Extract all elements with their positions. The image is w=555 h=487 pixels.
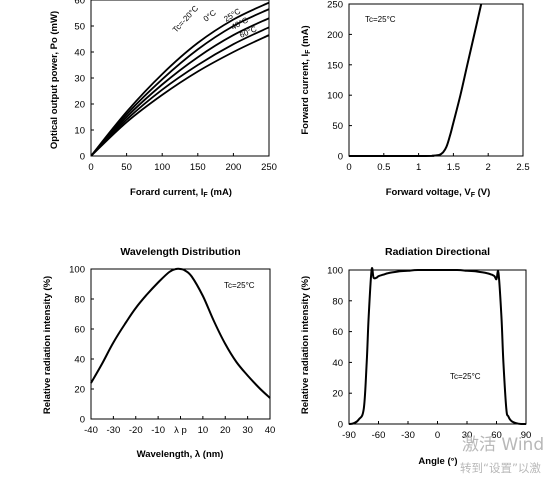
x-tick-label: 60	[491, 430, 502, 441]
x-tick-label: 90	[521, 430, 532, 441]
y-tick-label: 200	[327, 30, 343, 41]
y-axis-label: Relative radiation intensity (%)	[42, 276, 53, 414]
series-line	[348, 267, 527, 426]
chart-title: Radiation Directional	[385, 246, 490, 258]
x-tick-label: -90	[342, 430, 356, 441]
y-axis-label-2: Forward current, IF (mA)	[300, 25, 312, 134]
x-tick-label: 50	[121, 162, 132, 173]
series-label: 0°C	[202, 8, 218, 23]
x-tick-label: 1	[416, 162, 421, 173]
x-tick-label: 1.5	[447, 162, 460, 173]
x-tick-label: -20	[129, 425, 143, 436]
y-tick-label: 80	[332, 296, 343, 307]
chart-forward-current: 0 0.5 1 1.5 2 2.5 0 50 100 150 200 250 Tc=25°C Forwa…	[300, 0, 530, 199]
y-axis-label-1: Optical output power, Po (mW)	[49, 11, 60, 149]
y-tick-label: 50	[74, 22, 85, 33]
x-axis-label: Wavelength, λ (nm)	[137, 449, 224, 460]
x-tick-label: 30	[462, 430, 473, 441]
y-tick-label: 0	[80, 415, 85, 426]
x-tick-label: 0	[88, 162, 93, 173]
series-line	[348, 3, 483, 158]
x-axis-label-1: Forard current, IF (mA)	[130, 187, 232, 199]
y-tick-label: 20	[332, 389, 343, 400]
series-line	[91, 34, 269, 156]
y-tick-label: 10	[74, 126, 85, 137]
y-tick-label: 150	[327, 60, 343, 71]
y-tick-label: 20	[74, 385, 85, 396]
x-tick-label: 0	[435, 430, 440, 441]
x-tick-label: -60	[372, 430, 386, 441]
x-tick-label: -30	[401, 430, 415, 441]
y-tick-label: 100	[327, 266, 343, 277]
annotation-tc: Tc=25°C	[450, 372, 481, 381]
x-tick-label: 40	[265, 425, 276, 436]
y-tick-label: 0	[338, 152, 343, 163]
x-tick-label: λ p	[174, 425, 187, 436]
x-tick-label: -10	[151, 425, 165, 436]
series-line	[91, 17, 269, 156]
series-line	[91, 8, 269, 156]
y-tick-label: 50	[332, 121, 343, 132]
y-tick-label: 100	[327, 91, 343, 102]
x-tick-label: 2	[486, 162, 491, 173]
x-tick-label: 2.5	[516, 162, 529, 173]
x-tick-label: -30	[107, 425, 121, 436]
series-line	[91, 1, 269, 156]
x-tick-label: 150	[190, 162, 206, 173]
chart-title: Wavelength Distribution	[120, 246, 240, 258]
watermark-line-2: 转到“设置”以激	[460, 461, 541, 475]
y-tick-label: 40	[74, 48, 85, 59]
y-tick-label: 60	[74, 325, 85, 336]
watermark-line-1: 激活 Wind	[462, 435, 544, 455]
series-line	[91, 26, 269, 156]
y-tick-label: 30	[74, 74, 85, 85]
plot-frame-3	[90, 268, 271, 420]
x-tick-label: 30	[242, 425, 253, 436]
x-tick-label: 10	[198, 425, 209, 436]
y-tick-label: 250	[327, 0, 343, 11]
x-axis-label-2: Forward voltage, VF (V)	[386, 187, 491, 199]
x-tick-label: 20	[220, 425, 231, 436]
x-tick-label: -40	[84, 425, 98, 436]
chart-wavelength-distribution: -40 -30 -20 -10 λ p 10 20 30 40 0 20 40 60 80 100 Tc=25…	[42, 246, 275, 460]
x-tick-label: 100	[154, 162, 170, 173]
y-tick-label: 0	[338, 420, 343, 431]
series-label: Tc=-20°C	[171, 4, 200, 35]
x-tick-label: 250	[261, 162, 277, 173]
x-axis-label: Angle (°)	[418, 456, 457, 467]
x-tick-label: 0.5	[377, 162, 390, 173]
series-line	[90, 267, 271, 399]
y-tick-label: 0	[80, 152, 85, 163]
y-tick-label: 40	[74, 355, 85, 366]
y-tick-label: 20	[74, 100, 85, 111]
annotation-tc: Tc=25°C	[224, 281, 255, 290]
x-tick-label: 200	[225, 162, 241, 173]
chart-radiation-directional: -90 -60 -30 0 30 60 90 0 20 40 60 80 100 Tc=25°C Radia…	[300, 246, 531, 467]
plot-frame-2	[348, 3, 524, 157]
y-tick-label: 40	[332, 358, 343, 369]
y-axis-label: Relative radiation intensity (%)	[300, 276, 311, 414]
annotation-tc: Tc=25°C	[365, 15, 396, 24]
y-tick-label: 100	[69, 265, 85, 276]
y-tick-label: 60	[332, 327, 343, 338]
y-tick-label: 60	[74, 0, 85, 7]
x-tick-label: 0	[346, 162, 351, 173]
y-tick-label: 80	[74, 295, 85, 306]
